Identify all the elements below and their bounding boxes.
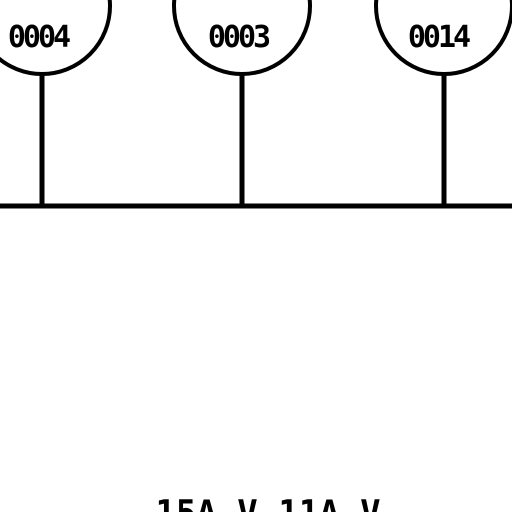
node-0004: 0004	[0, 0, 112, 206]
bottom-label: 15A V 11A V	[155, 493, 380, 512]
node-0014: 0014	[374, 0, 512, 206]
node-label-0014: 0014	[408, 20, 470, 55]
node-label-0003: 0003	[208, 20, 270, 55]
node-label-0004: 0004	[8, 20, 70, 55]
node-0003: 0003	[172, 0, 312, 206]
